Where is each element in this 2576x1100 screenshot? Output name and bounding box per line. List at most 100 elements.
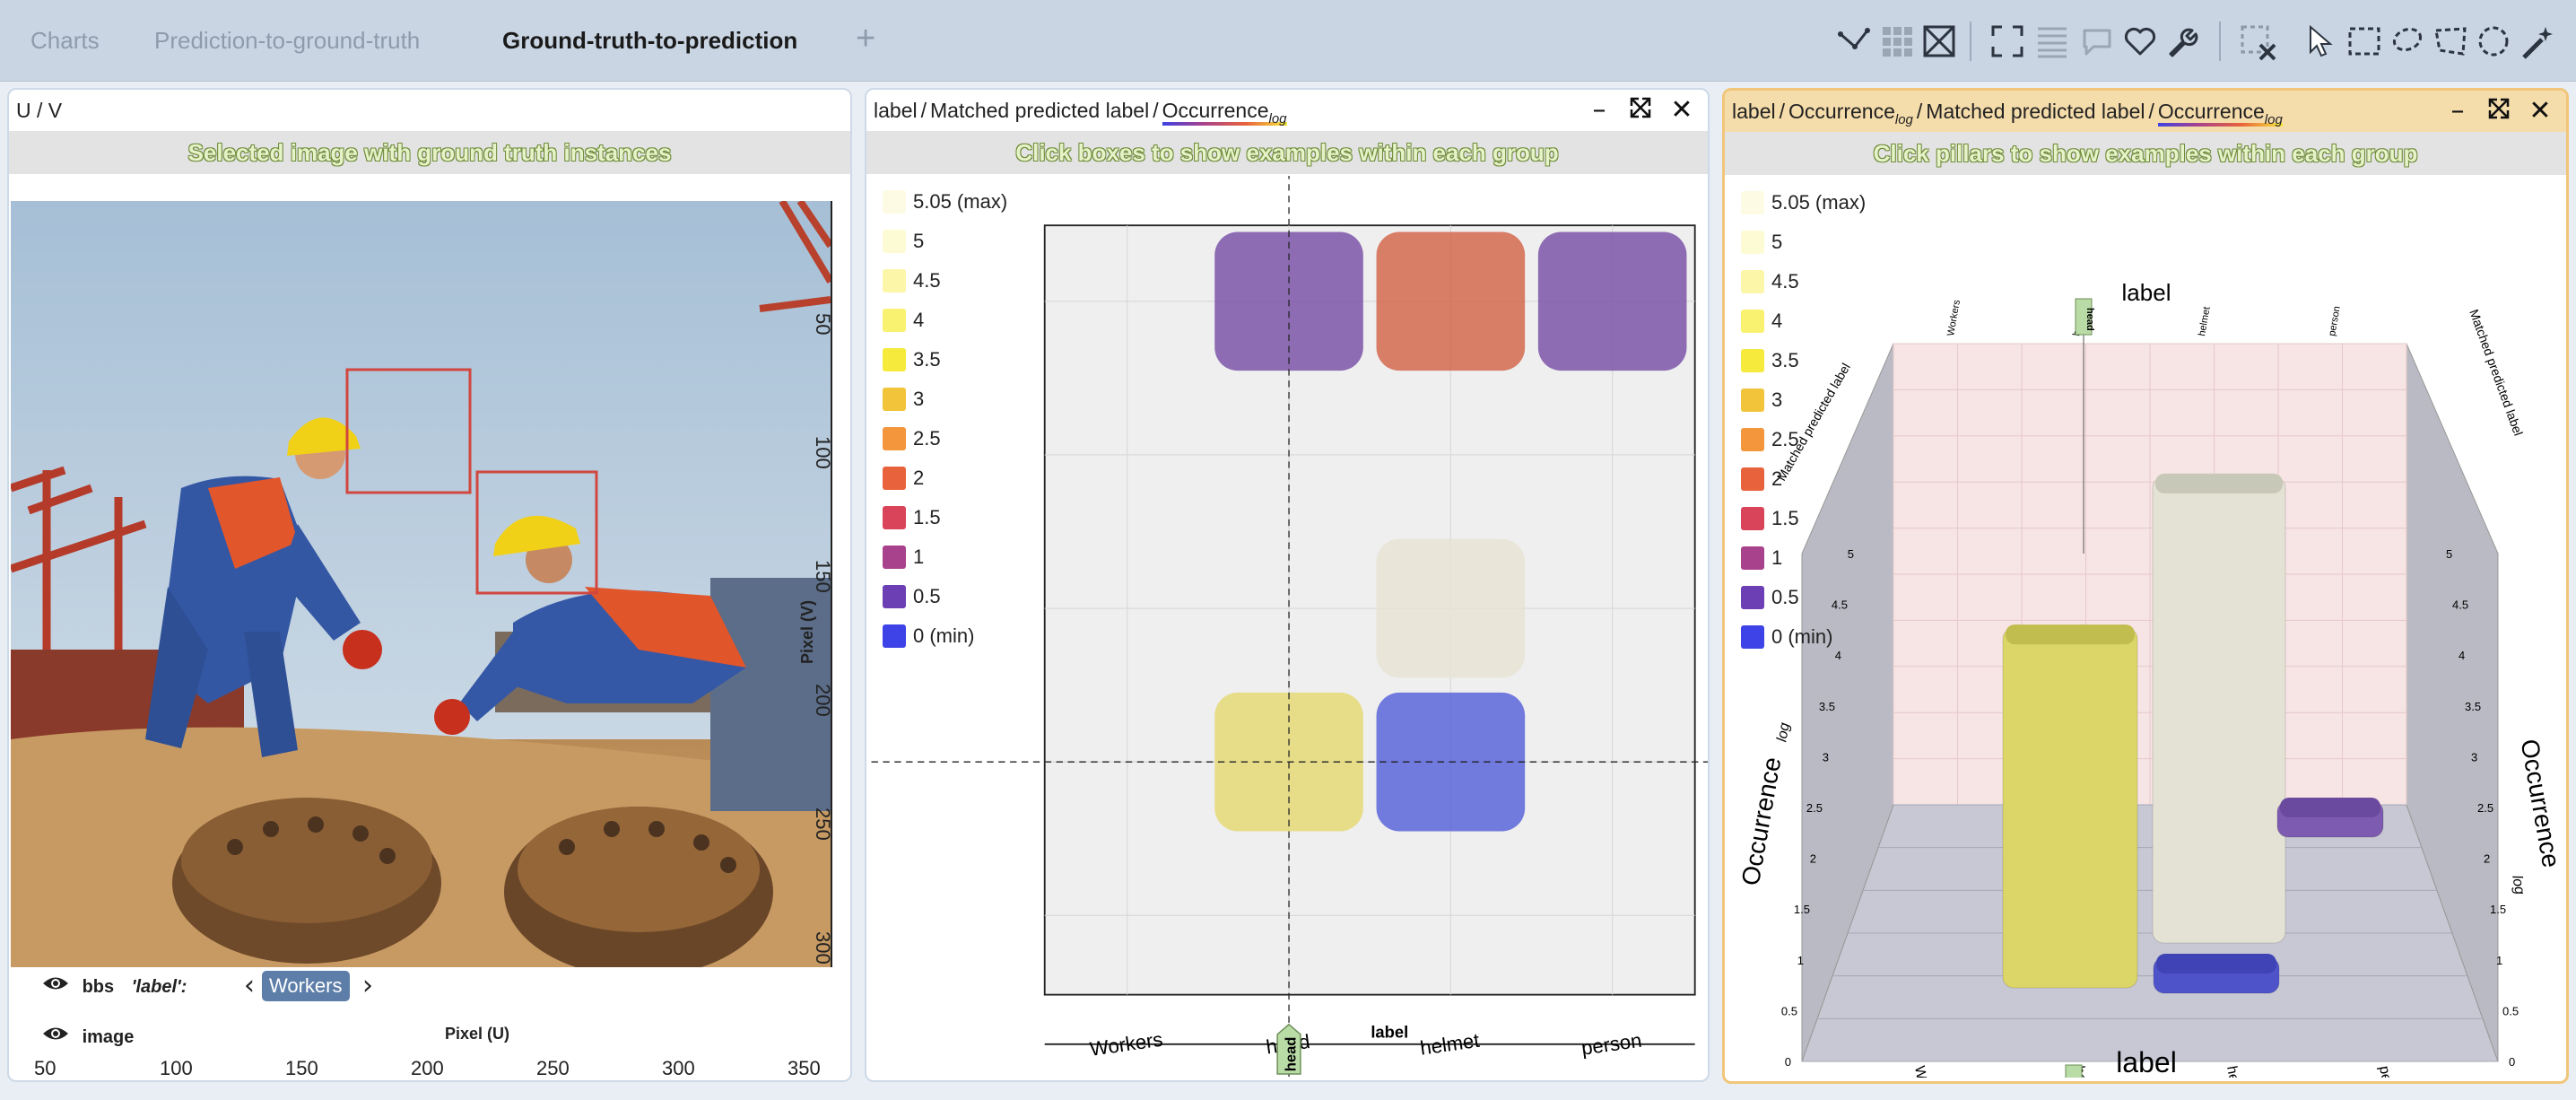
next-label-button[interactable]: › [362,970,373,1001]
annotated-photo[interactable] [11,201,831,967]
pointer-icon[interactable] [2302,23,2337,59]
gt-box-helmet-2[interactable] [475,470,598,595]
bar-body [2002,627,2138,989]
deselect-icon[interactable] [2239,23,2276,61]
lasso-icon[interactable] [2389,23,2425,59]
prev-label-button[interactable]: ‹ [244,970,255,1001]
label-value-badge[interactable]: Workers [262,971,350,1001]
color-legend: 5.05 (max) 5 4.5 4 3.5 3 2.5 2 1.5 1 0.5… [866,188,1046,655]
bar-head-head[interactable] [2002,624,2138,989]
header-occurrence[interactable]: Occurrencelog [1162,99,1287,127]
wrench-icon[interactable] [2163,23,2199,59]
flag-label: head [1282,1037,1299,1072]
legend-swatch [1741,428,1764,451]
toolbar-divider [1970,22,1971,61]
fit-view-icon[interactable] [1989,23,2025,59]
head-flag-x[interactable]: head [1276,1023,1301,1075]
bar-helmet-head[interactable] [2153,954,2280,994]
z-tick-right: 4 [2459,649,2465,662]
bar-helmet-none[interactable] [2276,798,2384,838]
heart-icon[interactable] [2122,23,2158,59]
y-tick: 50 [812,313,834,336]
bar3d-chart[interactable]: 0 0 0.5 0.5 1 1 1.5 1.5 2 2 2.5 2.5 3 3 3.5 3.5 4 4 4.5 4.5… [1725,177,2561,1078]
heatmap-cell-helmet-(None)[interactable] [1376,231,1526,371]
panel-header: U / V [9,90,850,131]
z-tick-left: 1 [1797,954,1804,967]
bottom-axis-title: label [2116,1046,2177,1078]
legend-swatch [1741,625,1764,649]
z-tick-left: 0.5 [1781,1004,1797,1017]
legend-swatch [883,585,906,608]
legend-swatch [1741,586,1764,609]
comment-icon[interactable] [2079,23,2115,59]
close-icon[interactable]: ✕ [1670,94,1693,126]
legend-swatch [1741,191,1764,214]
header-label[interactable]: label [1732,100,1776,123]
gt-box-helmet-1[interactable] [345,368,472,494]
list-icon[interactable] [2034,23,2070,59]
x-axis-label: Pixel (U) [445,1025,510,1043]
circle-select-icon[interactable] [2476,23,2511,59]
z-tick-left: 3 [1823,750,1829,764]
head-flag-top[interactable]: head [2075,298,2095,336]
minimize-icon[interactable]: – [1592,94,1606,126]
y-tick: 150 [812,560,834,593]
x-category-label: Workers [1088,1028,1163,1061]
legend-swatch [1741,507,1764,530]
bar-top [2006,624,2135,645]
maximize-icon[interactable] [1625,95,1656,126]
magic-wand-icon[interactable] [2519,23,2554,59]
rect-select-icon[interactable] [2346,23,2382,59]
bar-top [2155,473,2283,493]
flag-shape [1276,1023,1301,1075]
header-matched-label[interactable]: Matched predicted label [1926,100,2145,123]
crossed-box-icon[interactable] [1921,23,1957,59]
tab-prediction-to-ground-truth[interactable]: Prediction-to-ground-truth [154,27,421,54]
legend-swatch [883,467,906,490]
heatmap-cell-person-(None)[interactable] [1537,231,1687,371]
connect-icon[interactable] [1837,23,1873,59]
eye-icon[interactable] [41,1020,70,1056]
poly-select-icon[interactable] [2432,23,2468,59]
top-category-label: helmet [2197,306,2213,337]
eye-icon[interactable] [41,970,70,1006]
x-category-label: helmet [1419,1029,1481,1060]
z-tick-right: 0 [2509,1055,2515,1069]
panel-banner: Selected image with ground truth instanc… [9,131,850,174]
legend-swatch [1741,388,1764,412]
x-tick: 100 [160,1057,193,1079]
z-tick-left: 1.5 [1794,903,1810,916]
top-category-label: person [2327,305,2343,336]
head-flag-bottom[interactable] [2065,1064,2083,1078]
bar3d-panel: label / Occurrencelog / Matched predicted la… [1722,88,2569,1084]
x-tick: 50 [34,1057,57,1079]
legend-swatch [1741,349,1764,372]
tab-ground-truth-to-prediction[interactable]: Ground-truth-to-prediction [502,27,798,54]
heatmap-cell-helmet-helmet[interactable] [1376,538,1526,678]
header-occurrence-color[interactable]: Occurrencelog [2157,100,2283,127]
grid-icon[interactable] [1879,23,1915,59]
right-axis-title: Occurrence [2516,737,2561,869]
maximize-icon[interactable] [2484,96,2514,127]
legend-swatch [883,624,906,648]
tab-charts[interactable]: Charts [30,27,100,54]
header-matched-label[interactable]: Matched predicted label [930,99,1150,122]
top-bar: Charts Prediction-to-ground-truth Ground… [0,0,2576,82]
z-tick-right: 3.5 [2465,700,2481,713]
legend-swatch [883,506,906,529]
left-axis-title: Occurrence [1736,755,1787,887]
add-tab-button[interactable]: + [856,20,876,57]
panel-banner: Click pillars to show examples within ea… [1725,132,2566,175]
x-category-label: person [1580,1029,1642,1060]
header-occurrence[interactable]: Occurrencelog [1788,100,1913,127]
legend-swatch [883,388,906,411]
x-axis: 50 100 150 200 250 300 350 [9,1050,849,1080]
bar-helmet-helmet[interactable] [2152,473,2286,944]
legend-swatch [1741,467,1764,491]
heatmap-chart[interactable]: (None)personhelmetheadWorkersMatched pre… [866,176,1708,1077]
z-tick-left: 2.5 [1806,801,1823,815]
minimize-icon[interactable]: – [2450,95,2465,127]
close-icon[interactable]: ✕ [2528,95,2552,127]
header-label[interactable]: label [874,99,918,122]
y-axis-title: Matched predicted label [1706,516,1708,704]
